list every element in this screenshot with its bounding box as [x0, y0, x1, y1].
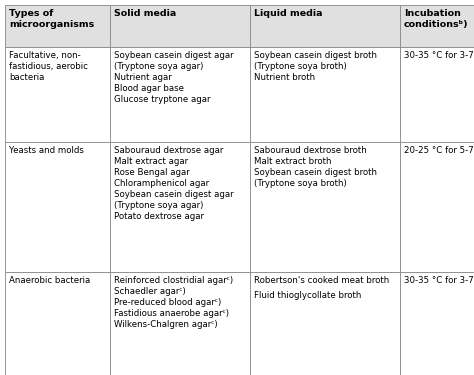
- Text: Soybean casein digest broth: Soybean casein digest broth: [254, 51, 377, 60]
- Text: Robertson's cooked meat broth: Robertson's cooked meat broth: [254, 276, 389, 285]
- Text: Anaerobic bacteria: Anaerobic bacteria: [9, 276, 90, 285]
- Text: Malt extract broth: Malt extract broth: [254, 157, 331, 166]
- Text: Wilkens-Chalgren agarᶜ): Wilkens-Chalgren agarᶜ): [114, 320, 218, 329]
- Text: Chloramphenicol agar: Chloramphenicol agar: [114, 179, 209, 188]
- Text: 30-35 °C for 3-7 days: 30-35 °C for 3-7 days: [404, 51, 474, 60]
- Text: Incubation
conditionsᵇ): Incubation conditionsᵇ): [404, 9, 469, 29]
- Bar: [110, 142, 250, 272]
- Text: 30-35 °C for 3-7 days: 30-35 °C for 3-7 days: [404, 276, 474, 285]
- Bar: [5, 272, 110, 375]
- Text: Facultative, non-
fastidious, aerobic
bacteria: Facultative, non- fastidious, aerobic ba…: [9, 51, 88, 81]
- Bar: [400, 142, 474, 272]
- Text: (Tryptone soya agar): (Tryptone soya agar): [114, 201, 203, 210]
- Bar: [250, 47, 400, 142]
- Text: Soybean casein digest agar: Soybean casein digest agar: [114, 51, 234, 60]
- Text: Nutrient broth: Nutrient broth: [254, 73, 315, 82]
- Bar: [5, 5, 110, 47]
- Bar: [400, 272, 474, 375]
- Bar: [250, 5, 400, 47]
- Bar: [5, 47, 110, 142]
- Text: Glucose tryptone agar: Glucose tryptone agar: [114, 95, 210, 104]
- Text: Yeasts and molds: Yeasts and molds: [9, 146, 84, 155]
- Text: Rose Bengal agar: Rose Bengal agar: [114, 168, 190, 177]
- Bar: [250, 142, 400, 272]
- Text: (Tryptone soya agar): (Tryptone soya agar): [114, 62, 203, 71]
- Text: Sabouraud dextrose agar: Sabouraud dextrose agar: [114, 146, 223, 155]
- Bar: [400, 47, 474, 142]
- Bar: [110, 272, 250, 375]
- Text: Malt extract agar: Malt extract agar: [114, 157, 188, 166]
- Text: Blood agar base: Blood agar base: [114, 84, 184, 93]
- Text: Liquid media: Liquid media: [254, 9, 322, 18]
- Text: Soybean casein digest broth: Soybean casein digest broth: [254, 168, 377, 177]
- Bar: [5, 142, 110, 272]
- Text: Pre-reduced blood agarᶜ): Pre-reduced blood agarᶜ): [114, 298, 221, 307]
- Bar: [250, 272, 400, 375]
- Bar: [110, 5, 250, 47]
- Text: Nutrient agar: Nutrient agar: [114, 73, 172, 82]
- Text: 20-25 °C for 5-7 days: 20-25 °C for 5-7 days: [404, 146, 474, 155]
- Text: Fastidious anaerobe agarᶜ): Fastidious anaerobe agarᶜ): [114, 309, 229, 318]
- Text: Fluid thioglycollate broth: Fluid thioglycollate broth: [254, 291, 361, 300]
- Text: Reinforced clostridial agarᶜ): Reinforced clostridial agarᶜ): [114, 276, 233, 285]
- Text: (Tryptone soya broth): (Tryptone soya broth): [254, 179, 347, 188]
- Text: Solid media: Solid media: [114, 9, 176, 18]
- Text: (Tryptone soya broth): (Tryptone soya broth): [254, 62, 347, 71]
- Bar: [400, 5, 474, 47]
- Text: Potato dextrose agar: Potato dextrose agar: [114, 212, 204, 221]
- Text: Schaedler agarᶜ): Schaedler agarᶜ): [114, 287, 186, 296]
- Text: Soybean casein digest agar: Soybean casein digest agar: [114, 190, 234, 199]
- Text: Types of
microorganisms: Types of microorganisms: [9, 9, 94, 29]
- Bar: [110, 47, 250, 142]
- Text: Sabouraud dextrose broth: Sabouraud dextrose broth: [254, 146, 367, 155]
